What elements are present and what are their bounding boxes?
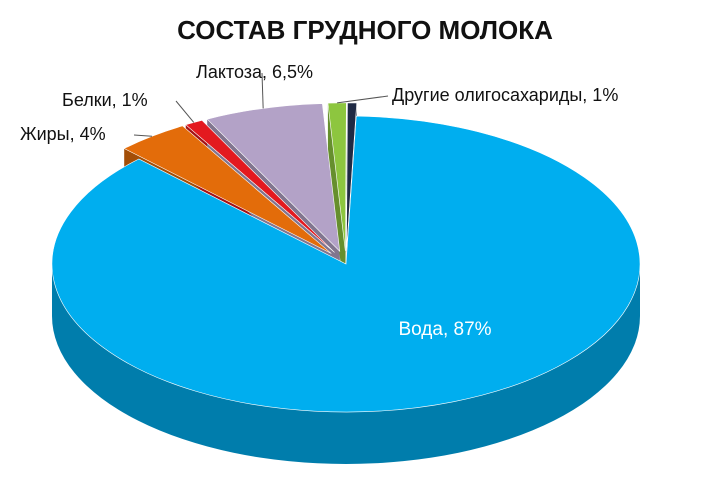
- data-label: Белки, 1%: [62, 90, 148, 110]
- slice-side: [52, 264, 640, 464]
- leader-line: [133, 134, 153, 137]
- slice-wall: [327, 103, 346, 303]
- data-label: Вода, 87%: [398, 319, 491, 340]
- leader-line: [175, 100, 195, 123]
- data-label: Другие олигосахариды, 1%: [392, 85, 618, 105]
- slice: [206, 103, 341, 253]
- slice: [346, 102, 358, 251]
- leader-line: [261, 72, 264, 109]
- chart-title: СОСТАВ ГРУДНОГО МОЛОКА: [177, 15, 553, 45]
- data-label: Лактоза, 6,5%: [196, 62, 313, 82]
- pie-tops: [51, 102, 641, 413]
- labels: Вода, 87% Жиры, 4% Белки, 1% Лактоза, 6,5% Д…: [20, 62, 618, 340]
- slice: [123, 125, 332, 254]
- leader-line: [337, 95, 389, 104]
- data-label: Жиры, 4%: [20, 124, 106, 144]
- slice: [51, 115, 641, 413]
